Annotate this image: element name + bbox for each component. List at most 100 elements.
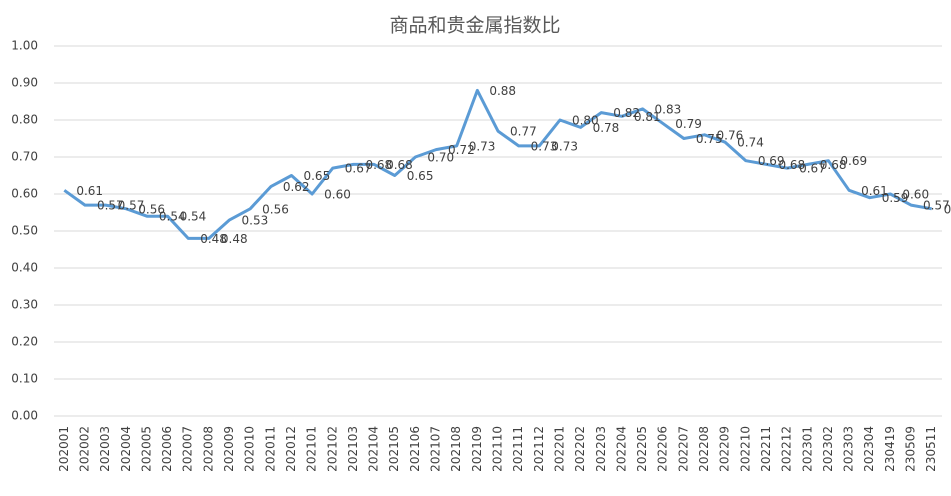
data-label: 0.68 [365, 158, 392, 172]
x-tick-label: 202112 [532, 426, 546, 472]
x-tick-label: 202010 [243, 426, 257, 472]
data-label: 0.73 [551, 139, 578, 153]
x-tick-label: 202205 [635, 426, 649, 472]
y-tick-label: 1.00 [11, 39, 38, 53]
x-tick-label: 202103 [346, 426, 360, 472]
data-label: 0.79 [675, 117, 702, 131]
data-label: 0.78 [593, 121, 620, 135]
x-tick-label: 202009 [222, 426, 236, 472]
data-label: 0.80 [572, 114, 599, 128]
data-label: 0.56 [138, 202, 165, 216]
data-label: 0.57 [97, 199, 124, 213]
x-tick-label: 202301 [800, 426, 814, 472]
x-tick-label: 202206 [656, 426, 670, 472]
data-label: 0.74 [737, 136, 764, 150]
x-tick-label: 202302 [821, 426, 835, 472]
data-label: 0.73 [531, 139, 558, 153]
data-label: 0.48 [221, 232, 248, 246]
y-tick-label: 0.90 [11, 76, 38, 90]
data-label: 0.68 [820, 158, 847, 172]
x-tick-label: 202210 [738, 426, 752, 472]
data-label: 0.53 [242, 213, 269, 227]
x-tick-label: 202012 [284, 426, 298, 472]
data-label: 0.68 [386, 158, 413, 172]
y-tick-label: 0.30 [11, 298, 38, 312]
data-label: 0.54 [159, 210, 186, 224]
data-label: 0.65 [407, 169, 434, 183]
x-tick-label: 202204 [614, 426, 628, 472]
data-label: 0.54 [180, 210, 207, 224]
x-tick-label: 202102 [325, 426, 339, 472]
x-tick-label: 202007 [181, 426, 195, 472]
x-tick-label: 202107 [429, 426, 443, 472]
data-label: 0.82 [613, 106, 640, 120]
x-tick-label: 230419 [883, 426, 897, 472]
data-label: 0.73 [469, 139, 496, 153]
x-tick-label: 202304 [862, 426, 876, 472]
data-label: 0.88 [489, 84, 516, 98]
data-label: 0.83 [655, 102, 682, 116]
x-tick-label: 202005 [139, 426, 153, 472]
data-label: 0.75 [696, 132, 723, 146]
x-tick-label: 202211 [759, 426, 773, 472]
x-tick-label: 202111 [511, 426, 525, 472]
y-tick-label: 0.00 [11, 409, 38, 423]
x-tick-label: 230511 [924, 426, 938, 472]
x-tick-label: 202011 [263, 426, 277, 472]
data-label: 0.48 [200, 232, 227, 246]
x-tick-label: 202110 [491, 426, 505, 472]
data-label: 0.56 [262, 202, 289, 216]
x-tick-label: 202207 [676, 426, 690, 472]
data-label: 0.60 [324, 188, 351, 202]
x-tick-label: 202002 [77, 426, 91, 472]
data-label: 0.65 [303, 169, 330, 183]
data-label: 0.76 [717, 128, 744, 142]
x-tick-label: 202203 [594, 426, 608, 472]
y-tick-label: 0.10 [11, 372, 38, 386]
y-tick-label: 0.50 [11, 224, 38, 238]
x-tick-label: 202001 [57, 426, 71, 472]
x-tick-label: 202109 [470, 426, 484, 472]
chart-title: 商品和贵金属指数比 [389, 15, 560, 37]
x-tick-label: 202212 [780, 426, 794, 472]
data-label: 0.61 [76, 184, 103, 198]
x-tick-label: 202106 [408, 426, 422, 472]
y-tick-label: 0.70 [11, 150, 38, 164]
data-label: 0.68 [778, 158, 805, 172]
x-tick-label: 202101 [305, 426, 319, 472]
x-tick-label: 202003 [98, 426, 112, 472]
data-label: 0.59 [882, 191, 909, 205]
data-label: 0.57 [118, 199, 145, 213]
data-label: 0.57 [923, 199, 950, 213]
x-tick-label: 202006 [160, 426, 174, 472]
data-label: 0.67 [345, 162, 372, 176]
data-label: 0.72 [448, 143, 475, 157]
y-tick-label: 0.80 [11, 113, 38, 127]
x-tick-label: 202209 [718, 426, 732, 472]
data-label: 0.69 [840, 154, 867, 168]
x-tick-label: 202008 [201, 426, 215, 472]
data-label: 0.61 [861, 184, 888, 198]
x-tick-label: 202108 [449, 426, 463, 472]
x-tick-label: 202105 [387, 426, 401, 472]
data-label: 0.67 [799, 162, 826, 176]
x-tick-label: 202004 [119, 426, 133, 472]
x-tick-label: 202303 [842, 426, 856, 472]
x-tick-label: 202208 [697, 426, 711, 472]
y-tick-label: 0.20 [11, 335, 38, 349]
data-label: 0.81 [634, 110, 661, 124]
x-tick-label: 202201 [552, 426, 566, 472]
data-label: 0.62 [283, 180, 310, 194]
x-tick-label: 202202 [573, 426, 587, 472]
data-label: 0.69 [758, 154, 785, 168]
x-tick-label: 230509 [904, 426, 918, 472]
data-label: 0.77 [510, 125, 537, 139]
data-line [63, 88, 932, 240]
y-tick-label: 0.60 [11, 187, 38, 201]
data-label: 0.60 [902, 188, 929, 202]
y-tick-label: 0.40 [11, 261, 38, 275]
x-tick-label: 202104 [367, 426, 381, 472]
data-label: 0.70 [427, 151, 454, 165]
data-label: 0.56 [944, 202, 951, 216]
